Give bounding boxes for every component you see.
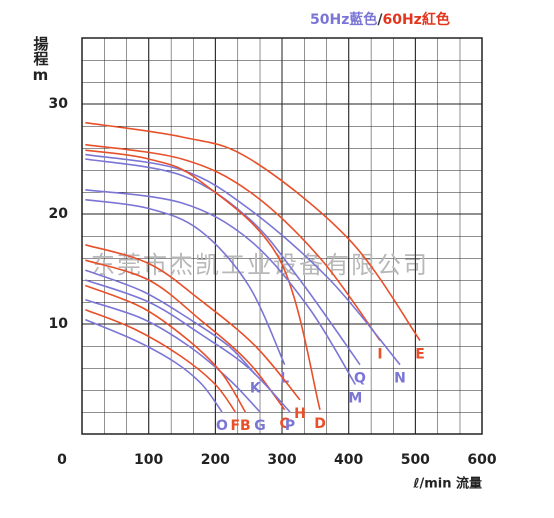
y-axis-label: 揚程m [32,36,50,84]
curve [85,279,291,413]
curve [85,284,247,413]
curve-label: O [216,418,228,434]
legend-entry: / [377,12,383,28]
x-tick-label: 400 [334,452,363,468]
curve-label: G [254,418,266,434]
curve-label: P [285,418,295,434]
curve [85,299,261,413]
legend-entry: 60Hz紅色 [382,11,449,28]
curve [85,189,357,385]
x-axis-label: ℓ/min 流量 [412,476,482,492]
curve-label: I [377,347,382,363]
curve-label: K [250,381,262,397]
x-tick-label: 200 [201,452,230,468]
x-tick-label: 300 [267,452,296,468]
curve [85,153,401,366]
y-tick-label: 10 [49,316,69,332]
curve-label: B [240,418,251,434]
curve [85,121,421,341]
legend-entry: 50Hz藍色 [310,11,377,28]
curve-label: C [280,416,290,432]
curve [85,149,321,411]
curve [85,318,223,413]
x-tick-label: 0 [57,452,67,468]
curve-label: F [231,418,241,434]
x-tick-label: 600 [467,452,496,468]
curve-label: N [394,371,406,387]
x-tick-label: 500 [401,452,430,468]
curve-label: Q [354,371,366,387]
curve-label: L [280,371,289,387]
y-tick-label: 20 [49,206,69,222]
x-tick-label: 100 [134,452,163,468]
curve [85,143,381,341]
curve [85,269,256,376]
curve [85,198,286,366]
curve [85,158,361,366]
curve [85,259,286,411]
curve-label: H [294,406,306,422]
legend: 50Hz藍色/60Hz紅色 [310,11,450,28]
watermark: 东莞市杰凯工业设备有限公司 [91,251,429,279]
curve-label: E [415,347,425,363]
curve [85,308,236,413]
curve-label: D [314,416,326,432]
curve [85,244,301,401]
y-tick-label: 30 [49,96,69,112]
curve-label: M [348,391,362,407]
